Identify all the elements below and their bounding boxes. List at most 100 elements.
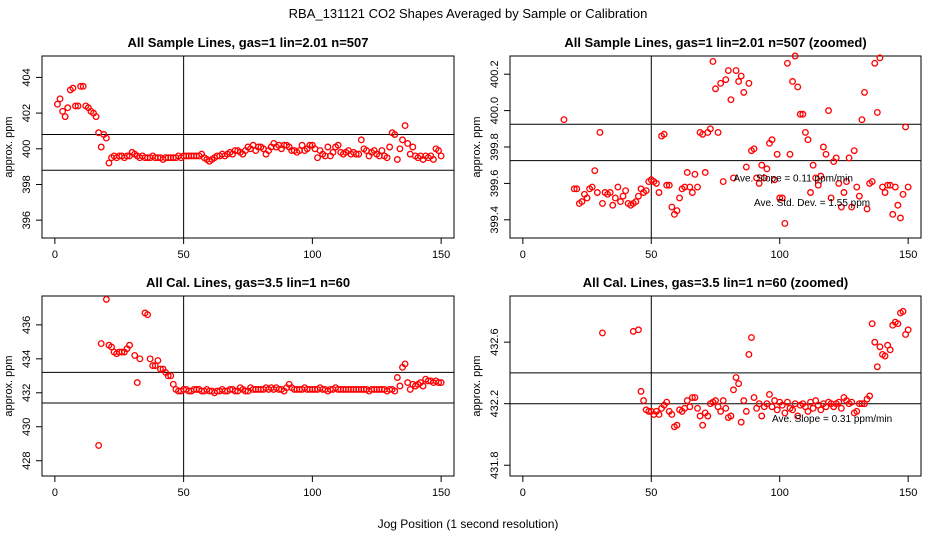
panel-3-y-tick-label: 434 (21, 350, 33, 368)
panel-2-data-point (742, 163, 750, 171)
panel-2-data-point (617, 198, 624, 206)
panel-2-data-point (722, 76, 730, 84)
panel-3-y-tick-label: 432 (21, 384, 33, 402)
panel-3-y-axis-label: approx. ppm (3, 355, 15, 416)
panel-2-data-point (591, 167, 599, 175)
panel-4-data-point (704, 412, 712, 420)
panel-4-data-point (773, 406, 781, 414)
panel-4-data-point (904, 326, 912, 334)
panel-4-data-point (848, 398, 856, 406)
panel-4-data-point (599, 329, 606, 337)
panel-1-data-point (391, 131, 399, 138)
panel-2-frame (509, 55, 922, 239)
panel-2-data-point (791, 52, 799, 60)
panel-1-data-point (399, 136, 406, 144)
panel-1-data-point (314, 154, 321, 162)
panel-3-data-point (164, 372, 172, 380)
panel-1-data-point (352, 150, 360, 158)
panel-2-data-point (804, 136, 812, 144)
panel-4-data-point (873, 363, 881, 371)
panel-2-data-point (750, 145, 758, 153)
panel-2-data-point (809, 161, 817, 169)
panel-1-data-point (355, 150, 363, 158)
panel-4-data-point (809, 404, 817, 412)
panel-3-data-point (437, 379, 445, 387)
panel-4-data-point (817, 406, 825, 414)
panel-4-data-point (640, 397, 648, 405)
panel-4-data-point (899, 307, 907, 315)
panel-3-frame (41, 295, 455, 477)
panel-3-data-point (154, 357, 162, 364)
panel-4-data-point (735, 380, 743, 388)
panel-4-data-point (748, 334, 755, 341)
panel-4-data-point (781, 409, 789, 417)
panel-2-data-point (683, 169, 691, 176)
panel-2-x-tick-label: 0 (520, 249, 526, 261)
panel-2-data-point (781, 219, 789, 227)
panel-4-data-point (868, 320, 876, 328)
panel-4-data-point (637, 387, 645, 395)
panel-3-data-point (231, 387, 239, 395)
panel-2-data-point (763, 165, 771, 173)
panel-2-data-point (719, 178, 727, 186)
panel-1-y-tick-label: 402 (21, 104, 33, 122)
panel-2-data-point (724, 67, 732, 75)
panel-2-data-point (732, 67, 740, 75)
panel-2-data-point (665, 181, 673, 189)
panel-1-data-point (334, 141, 342, 149)
panel-2-x-tick-label: 100 (771, 249, 789, 261)
panel-2-data-point (727, 96, 735, 104)
panel-2-data-point (760, 174, 768, 182)
panel-4-data-point (886, 346, 894, 354)
panel-2-data-point (583, 194, 591, 202)
panel-4-data-point (719, 397, 727, 405)
panel-4-data-point (837, 404, 845, 412)
panel-3-data-point (95, 441, 103, 449)
panel-1-data-point (437, 152, 445, 160)
panel-2-data-point (796, 110, 804, 118)
panel-1-data-point (306, 141, 314, 149)
panel-2-data-point (789, 78, 797, 85)
panel-2-data-point (845, 154, 853, 162)
panel-4-data-point (881, 352, 889, 360)
panel-2-data-point (776, 194, 784, 202)
panel-4-data-point (763, 400, 771, 408)
panel-2-data-point (694, 183, 701, 191)
panel-4-data-point (717, 407, 725, 415)
panel-4-y-tick-label: 431.8 (489, 451, 501, 479)
panel-1-data-point (97, 143, 105, 151)
panel-2-data-point (619, 192, 627, 200)
panel-4-data-point (765, 391, 773, 398)
panel-2-data-point (868, 178, 876, 186)
panel-4-data-point (686, 403, 694, 411)
panel-2-data-point (835, 179, 843, 187)
panel-4-y-axis-label: approx. ppm (471, 355, 483, 416)
panel-4-annotation: Ave. Slope = 0.31 ppm/min (772, 414, 892, 425)
panel-4-data-point (755, 400, 763, 408)
panel-4-data-point (740, 397, 748, 405)
panel-2-data-point (570, 185, 578, 193)
panel-4-data-point (683, 397, 691, 405)
panel-3-data-point (97, 340, 105, 347)
panel-2-data-point (855, 192, 863, 200)
panel-4-data-point (745, 351, 753, 358)
panel-2-data-point (606, 189, 614, 196)
panel-4-y-tick-label: 432.6 (489, 328, 501, 356)
panel-4-data-point (694, 404, 701, 412)
panel-4-data-point (730, 386, 737, 394)
panel-2-data-point (814, 181, 822, 189)
panel-2-data-point (663, 181, 671, 189)
panel-2-data-point (673, 207, 681, 215)
panel-4-x-tick-label: 100 (771, 487, 789, 499)
panel-3-data-point (419, 382, 427, 390)
panel-2-data-point (655, 189, 663, 196)
panel-4-data-point (655, 411, 663, 418)
panel-4-data-point (673, 421, 681, 429)
panel-4-data-point (634, 326, 642, 334)
panel-1-data-point (61, 113, 69, 121)
panel-2-data-point (753, 174, 761, 182)
panel-3-data-point (136, 355, 144, 363)
panel-3-data-point (167, 372, 175, 380)
panel-2-data-point (794, 83, 802, 91)
panel-2-data-point (593, 189, 601, 196)
